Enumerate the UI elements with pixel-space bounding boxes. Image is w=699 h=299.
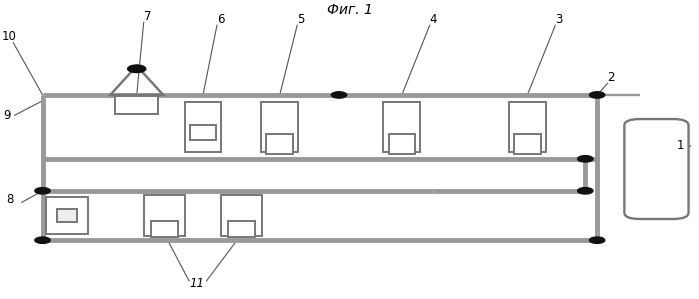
Text: 6: 6 <box>217 13 224 26</box>
Text: 10: 10 <box>1 30 16 43</box>
Bar <box>46 197 88 234</box>
Circle shape <box>577 156 593 162</box>
Circle shape <box>589 92 605 98</box>
Circle shape <box>128 65 146 73</box>
Circle shape <box>589 237 605 243</box>
Bar <box>115 96 159 114</box>
Bar <box>57 209 77 222</box>
Bar <box>189 126 216 140</box>
Bar <box>383 102 420 152</box>
FancyBboxPatch shape <box>624 119 689 219</box>
Bar <box>228 221 254 237</box>
Bar <box>152 221 178 237</box>
Text: 8: 8 <box>6 193 14 206</box>
Text: 5: 5 <box>297 13 305 26</box>
Circle shape <box>331 92 347 98</box>
Bar <box>261 102 298 152</box>
Bar <box>221 195 261 236</box>
Text: 11: 11 <box>189 277 204 290</box>
Circle shape <box>577 187 593 194</box>
Text: 2: 2 <box>607 71 615 84</box>
Bar <box>509 102 546 152</box>
Circle shape <box>35 237 50 243</box>
Text: 9: 9 <box>3 109 11 122</box>
Bar <box>389 134 415 155</box>
Text: 3: 3 <box>555 13 563 26</box>
Bar <box>514 134 540 155</box>
Text: 7: 7 <box>144 10 151 23</box>
Text: 1: 1 <box>677 139 684 152</box>
Text: Фиг. 1: Фиг. 1 <box>326 2 373 16</box>
Bar <box>145 195 185 236</box>
Bar <box>185 102 222 152</box>
Bar <box>266 134 293 155</box>
Circle shape <box>35 187 50 194</box>
Text: 4: 4 <box>430 13 438 26</box>
